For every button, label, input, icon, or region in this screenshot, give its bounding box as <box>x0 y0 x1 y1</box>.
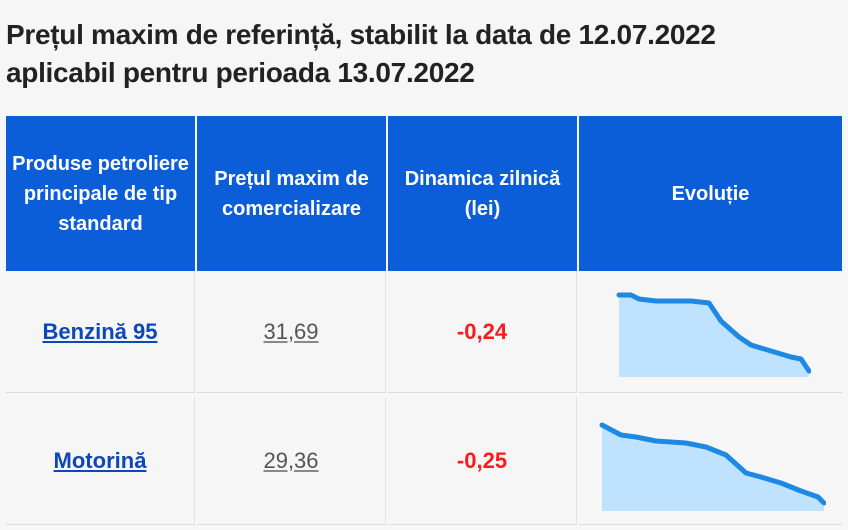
sparkline-benzina <box>616 292 811 377</box>
page-title: Prețul maxim de referință, stabilit la d… <box>6 16 842 92</box>
table-row-benzina-price: 31,69 <box>197 271 386 393</box>
daily-change: -0,25 <box>456 447 508 473</box>
price-table-row-2: Motorină 29,36 -0,25 <box>6 397 842 525</box>
header-max-price: Prețul maxim de comercializare <box>197 116 386 271</box>
title-line-2: aplicabil pentru perioada 13.07.2022 <box>6 57 475 88</box>
daily-change: -0,24 <box>456 318 508 344</box>
header-daily-dynamics: Dinamica zilnică (lei) <box>388 116 577 271</box>
price-value[interactable]: 29,36 <box>263 447 319 473</box>
price-value[interactable]: 31,69 <box>263 318 319 344</box>
header-products: Produse petroliere principale de tip sta… <box>6 116 195 271</box>
product-link-motorina[interactable]: Motorină <box>53 447 147 473</box>
table-row-benzina-evolution <box>579 271 842 393</box>
title-line-1: Prețul maxim de referință, stabilit la d… <box>6 19 716 50</box>
table-row-benzina-delta: -0,24 <box>388 271 577 393</box>
table-row-benzina-product: Benzină 95 <box>6 271 195 393</box>
table-row-motorina-price: 29,36 <box>197 397 386 525</box>
header-evolution: Evoluție <box>579 116 842 271</box>
table-row-motorina-delta: -0,25 <box>388 397 577 525</box>
table-row-motorina-evolution <box>579 397 842 525</box>
sparkline-motorina <box>599 422 826 511</box>
table-row-motorina-product: Motorină <box>6 397 195 525</box>
product-link-benzina-95[interactable]: Benzină 95 <box>42 318 158 344</box>
price-table: Produse petroliere principale de tip sta… <box>6 116 842 393</box>
